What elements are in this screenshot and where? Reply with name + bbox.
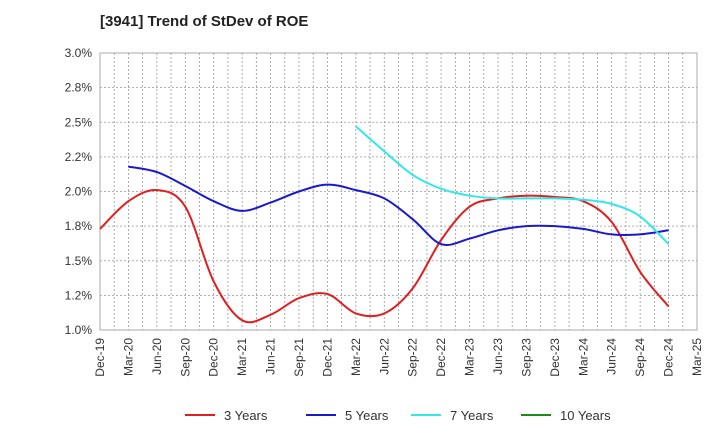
y-tick-label: 2.5% [65, 115, 93, 129]
y-axis: 1.0% 1.2% 1.5% 1.8% 2.0% 2.2% 2.5% 2.8% 3.0% [65, 46, 93, 337]
y-tick-label: 1.5% [65, 254, 93, 268]
x-tick-label: Jun-21 [264, 338, 278, 375]
x-axis: Dec-19 Mar-20 Jun-20 Sep-20 Dec-20 Mar-21 Jun-… [93, 338, 704, 377]
x-tick-label: Mar-23 [463, 338, 477, 376]
x-tick-label: Sep-21 [292, 338, 306, 377]
x-tick-label: Dec-21 [320, 338, 334, 377]
series-line-5-years [128, 165, 669, 246]
y-tick-label: 1.0% [65, 323, 93, 337]
y-tick-label: 1.2% [65, 288, 93, 302]
x-tick-label: Dec-20 [207, 338, 221, 377]
legend-label-7-years: 7 Years [450, 408, 494, 423]
x-tick-label: Sep-22 [406, 338, 420, 377]
x-tick-label: Sep-23 [519, 338, 533, 377]
x-tick-label: Jun-23 [491, 338, 505, 375]
x-tick-label: Mar-24 [576, 338, 590, 376]
x-tick-label: Mar-20 [121, 338, 135, 376]
series-line-7-years [355, 125, 670, 245]
x-tick-label: Sep-20 [178, 338, 192, 377]
y-tick-label: 3.0% [65, 46, 93, 60]
y-tick-label: 2.8% [65, 81, 93, 95]
chart-title: [3941] Trend of StDev of ROE [100, 13, 308, 30]
x-tick-label: Jun-22 [377, 338, 391, 375]
x-tick-label: Mar-21 [235, 338, 249, 376]
series-lines [99, 125, 670, 324]
legend-label-3-years: 3 Years [224, 408, 268, 423]
grid [100, 53, 697, 330]
x-tick-label: Dec-19 [93, 338, 107, 377]
legend: 3 Years 5 Years 7 Years 10 Years [185, 408, 611, 423]
legend-label-10-years: 10 Years [560, 408, 611, 423]
x-tick-label: Mar-22 [349, 338, 363, 376]
y-tick-label: 1.8% [65, 219, 93, 233]
x-tick-label: Dec-22 [434, 338, 448, 377]
x-tick-label: Dec-24 [662, 338, 676, 377]
legend-label-5-years: 5 Years [345, 408, 389, 423]
y-tick-label: 2.0% [65, 185, 93, 199]
x-tick-label: Jun-20 [150, 338, 164, 375]
x-tick-label: Dec-23 [548, 338, 562, 377]
x-tick-label: Jun-24 [605, 338, 619, 375]
x-tick-label: Sep-24 [633, 338, 647, 377]
x-tick-label: Mar-25 [690, 338, 704, 376]
y-tick-label: 2.2% [65, 150, 93, 164]
